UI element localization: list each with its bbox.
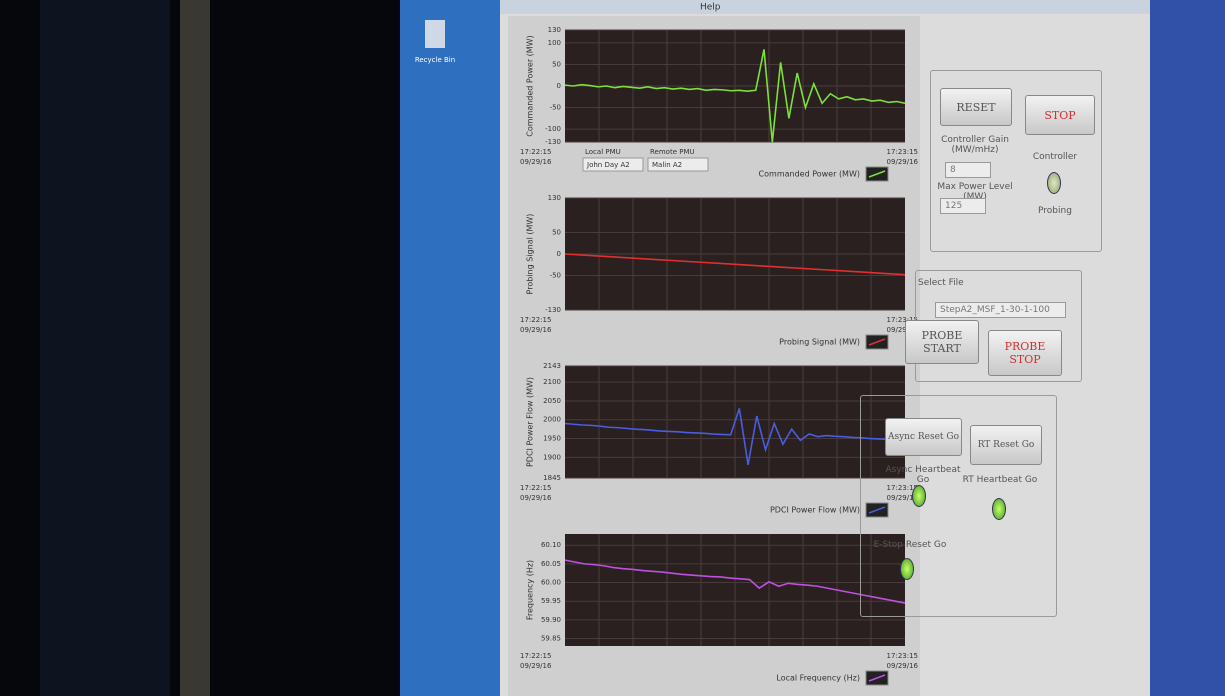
y-tick-label: 59.95 xyxy=(541,597,561,605)
reset-button[interactable]: RESET xyxy=(940,88,1012,126)
y-tick-label: 50 xyxy=(552,60,561,68)
x-start-time: 17:22:15 xyxy=(520,652,551,660)
x-start-time: 17:22:15 xyxy=(520,148,551,156)
controller-led xyxy=(1047,172,1061,194)
desktop xyxy=(400,0,510,696)
x-start-date: 09/29/16 xyxy=(520,662,552,670)
x-end-date: 09/29/16 xyxy=(887,158,919,166)
y-tick-label: -100 xyxy=(545,125,561,133)
y-tick-label: 60.10 xyxy=(541,541,561,549)
x-start-date: 09/29/16 xyxy=(520,494,552,502)
y-tick-label: 130 xyxy=(548,26,561,34)
y-tick-label: -50 xyxy=(550,272,561,280)
legend-label: PDCI Power Flow (MW) xyxy=(770,506,860,515)
file-select[interactable]: StepA2_MSF_1-30-1-100 xyxy=(935,302,1066,318)
legend-label: Commanded Power (MW) xyxy=(759,170,860,179)
rt-heartbeat-led xyxy=(992,498,1006,520)
y-tick-label: 1845 xyxy=(543,474,561,482)
y-tick-label: 2100 xyxy=(543,378,561,386)
x-end-time: 17:23:15 xyxy=(887,148,918,156)
pmu-label: Remote PMU xyxy=(650,148,695,156)
gain-label: Controller Gain (MW/mHz) xyxy=(935,135,1015,155)
estop-reset-led xyxy=(900,558,914,580)
y-axis-title: Commanded Power (MW) xyxy=(526,35,535,136)
y-tick-label: 59.85 xyxy=(541,635,561,643)
y-tick-label: 100 xyxy=(548,39,561,47)
max-power-input[interactable]: 125 xyxy=(940,198,986,214)
legend-label: Local Frequency (Hz) xyxy=(776,674,860,683)
y-tick-label: 59.90 xyxy=(541,616,561,624)
rt-reset-button[interactable]: RT Reset Go xyxy=(970,425,1042,465)
y-tick-label: 1900 xyxy=(543,453,561,461)
pmu-label: Local PMU xyxy=(585,148,621,156)
x-start-date: 09/29/16 xyxy=(520,326,552,334)
y-tick-label: 60.00 xyxy=(541,579,561,587)
probing-label: Probing xyxy=(1025,206,1085,216)
y-tick-label: 60.05 xyxy=(541,560,561,568)
y-tick-label: 130 xyxy=(548,194,561,202)
bezel xyxy=(40,0,170,696)
frame-strip xyxy=(180,0,210,696)
legend-label: Probing Signal (MW) xyxy=(779,338,860,347)
async-heartbeat-led xyxy=(912,485,926,507)
y-tick-label: 2000 xyxy=(543,416,561,424)
y-axis-title: Probing Signal (MW) xyxy=(526,214,535,295)
y-tick-label: -130 xyxy=(545,138,561,146)
pmu-value: Malin A2 xyxy=(652,161,682,169)
y-tick-label: 50 xyxy=(552,228,561,236)
y-tick-label: -130 xyxy=(545,306,561,314)
controller-label: Controller xyxy=(1025,152,1085,162)
desktop-right xyxy=(1150,0,1225,696)
y-tick-label: -50 xyxy=(550,104,561,112)
async-heartbeat-label: Async Heartbeat Go xyxy=(878,465,968,485)
x-start-time: 17:22:15 xyxy=(520,316,551,324)
y-axis-title: PDCI Power Flow (MW) xyxy=(526,377,535,467)
y-tick-label: 1950 xyxy=(543,435,561,443)
probe-stop-button[interactable]: PROBE STOP xyxy=(988,330,1062,376)
y-axis-title: Frequency (Hz) xyxy=(526,560,535,620)
menu-item[interactable]: Help xyxy=(700,3,721,13)
x-start-time: 17:22:15 xyxy=(520,484,551,492)
gain-input[interactable]: 8 xyxy=(945,162,991,178)
rt-heartbeat-label: RT Heartbeat Go xyxy=(960,475,1040,485)
y-tick-label: 2050 xyxy=(543,397,561,405)
x-end-date: 09/29/16 xyxy=(887,662,919,670)
screen: Recycle Bin Help 130 100 50 0 -50 -100 -130 Com… xyxy=(0,0,1225,696)
x-start-date: 09/29/16 xyxy=(520,158,552,166)
recycle-icon xyxy=(425,20,445,48)
y-tick-label: 2143 xyxy=(543,362,561,370)
y-tick-label: 0 xyxy=(557,82,561,90)
estop-reset-label: E-Stop Reset Go xyxy=(870,540,950,550)
select-file-label: Select File xyxy=(918,278,964,288)
y-tick-label: 0 xyxy=(557,250,561,258)
icon-label: Recycle Bin xyxy=(415,56,455,64)
async-reset-button[interactable]: Async Reset Go xyxy=(885,418,962,456)
x-end-time: 17:23:15 xyxy=(887,652,918,660)
pmu-value: John Day A2 xyxy=(586,161,630,169)
menu-bar xyxy=(500,0,1150,14)
stop-button[interactable]: STOP xyxy=(1025,95,1095,135)
probe-start-button[interactable]: PROBE START xyxy=(905,320,979,364)
